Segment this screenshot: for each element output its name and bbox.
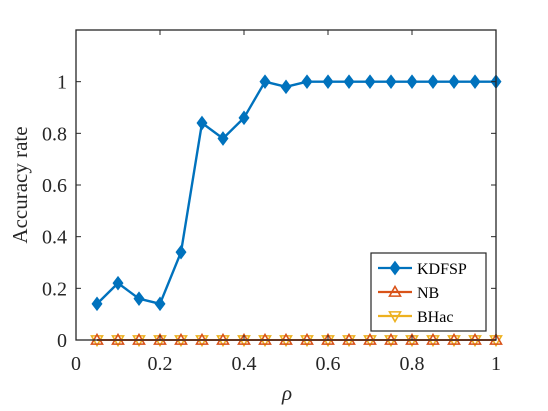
y-tick-label: 1 <box>57 72 67 94</box>
data-point <box>154 296 166 312</box>
legend-label: NB <box>417 285 439 302</box>
x-axis-label: ρ <box>281 381 292 405</box>
legend-item-nb: NB <box>378 284 439 302</box>
data-point <box>321 332 335 345</box>
data-point <box>153 332 167 345</box>
y-tick-label: 0.6 <box>42 175 67 197</box>
data-point <box>280 79 292 95</box>
data-point <box>258 332 272 345</box>
series-nb <box>90 332 503 345</box>
x-tick-label: 0.8 <box>400 353 425 375</box>
data-point <box>90 332 104 345</box>
data-point <box>112 275 124 291</box>
data-point <box>322 74 334 89</box>
legend-item-kdfsp: KDFSP <box>378 260 467 278</box>
legend-marker <box>388 284 402 297</box>
x-tick-label: 0.2 <box>148 353 173 375</box>
ticks-layer: 0 0.2 0.4 0.6 0.8 1 0 0.2 0.4 0.6 0.8 1 <box>42 30 501 375</box>
data-point <box>174 332 188 345</box>
data-point <box>300 332 314 345</box>
y-tick-label: 0.8 <box>42 123 67 145</box>
y-tick-label: 0.2 <box>42 278 67 300</box>
x-tick-label: 0.4 <box>232 353 257 375</box>
data-point <box>279 332 293 345</box>
y-tick-label: 0.4 <box>42 227 67 249</box>
data-point <box>385 74 397 89</box>
data-point <box>426 332 440 345</box>
legend-marker <box>389 260 401 276</box>
x-tick-label: 0.6 <box>316 353 341 375</box>
data-point <box>132 332 146 345</box>
y-axis-label: Accuracy rate <box>8 126 32 243</box>
legend-marker <box>388 311 402 324</box>
data-point <box>448 74 460 89</box>
data-point <box>363 332 377 345</box>
data-point <box>91 296 103 312</box>
data-point <box>259 74 271 89</box>
data-point <box>196 115 208 131</box>
series-kdfsp <box>91 74 502 312</box>
data-point <box>447 332 461 345</box>
x-tick-label: 0 <box>71 353 81 375</box>
data-point <box>175 244 187 260</box>
legend-label: KDFSP <box>417 261 467 278</box>
data-point <box>195 332 209 345</box>
data-point <box>364 74 376 89</box>
data-point <box>406 74 418 89</box>
data-point <box>489 332 503 345</box>
data-point <box>468 332 482 345</box>
legend: KDFSP NB BHac <box>370 252 487 332</box>
data-point <box>343 74 355 89</box>
data-point <box>469 74 481 89</box>
data-point <box>384 332 398 345</box>
data-point <box>111 332 125 345</box>
data-point <box>238 110 250 126</box>
data-point <box>301 74 313 89</box>
y-tick-label: 0 <box>57 330 67 352</box>
legend-label: BHac <box>417 309 453 326</box>
legend-item-bhac: BHac <box>378 309 453 326</box>
data-point <box>427 74 439 89</box>
data-point <box>216 332 230 345</box>
data-point <box>342 332 356 345</box>
x-tick-label: 1 <box>491 353 501 375</box>
data-point <box>217 131 229 146</box>
data-point <box>237 332 251 345</box>
data-point <box>133 291 145 306</box>
data-point <box>405 332 419 345</box>
